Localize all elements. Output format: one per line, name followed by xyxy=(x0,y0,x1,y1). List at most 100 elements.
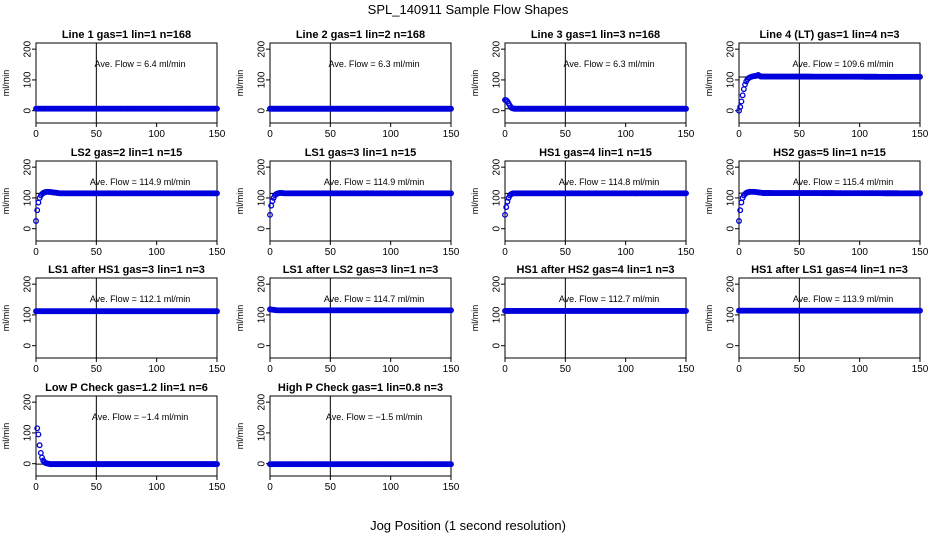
x-tick-label: 0 xyxy=(33,247,39,258)
panel-13: Low P Check gas=1.2 lin=1 n=6 0 50 100 150 0 1… xyxy=(1,382,226,493)
x-tick-label: 100 xyxy=(851,129,868,140)
data-point xyxy=(214,308,220,315)
panel-11: HS1 after HS2 gas=4 lin=1 n=3 0 50 100 150 0 1… xyxy=(470,264,695,375)
y-tick-label: 100 xyxy=(257,424,268,441)
data-points xyxy=(33,105,220,112)
x-tick-label: 100 xyxy=(148,247,165,258)
x-tick-label: 50 xyxy=(794,364,806,375)
panel-2: Line 2 gas=1 lin=2 n=168 0 50 100 150 0 100 200… xyxy=(235,29,460,140)
y-tick-label: 0 xyxy=(257,107,268,113)
x-tick-label: 50 xyxy=(560,247,572,258)
y-axis-label: ml/min xyxy=(1,70,11,97)
data-point xyxy=(34,425,41,432)
data-point xyxy=(214,105,220,112)
data-point xyxy=(33,218,39,224)
data-points xyxy=(267,461,454,468)
y-tick-label: 0 xyxy=(257,342,268,348)
x-tick-label: 0 xyxy=(502,129,508,140)
panel-title: LS2 gas=2 lin=1 n=15 xyxy=(71,147,183,159)
x-tick-label: 150 xyxy=(443,129,460,140)
panel-12: HS1 after LS1 gas=4 lin=1 n=3 0 50 100 150 0 1… xyxy=(704,264,929,375)
data-point xyxy=(737,207,744,214)
y-tick-label: 100 xyxy=(492,71,503,88)
y-tick-label: 200 xyxy=(23,40,34,57)
x-tick-label: 0 xyxy=(736,129,742,140)
x-tick-label: 0 xyxy=(502,364,508,375)
panel-9: LS1 after HS1 gas=3 lin=1 n=3 0 50 100 150 0 1… xyxy=(1,264,226,375)
x-tick-label: 100 xyxy=(617,364,634,375)
y-tick-label: 100 xyxy=(23,424,34,441)
data-point xyxy=(738,199,745,206)
panel-frame xyxy=(504,160,687,242)
y-tick-label: 0 xyxy=(726,107,737,113)
y-axis-label: ml/min xyxy=(235,70,245,97)
x-tick-label: 50 xyxy=(325,247,337,258)
panel-frame xyxy=(504,42,687,124)
y-tick-label: 100 xyxy=(257,189,268,206)
data-point xyxy=(742,81,748,88)
x-tick-label: 0 xyxy=(736,247,742,258)
y-tick-label: 100 xyxy=(257,306,268,323)
panel-title: HS1 gas=4 lin=1 n=15 xyxy=(539,147,652,159)
panel-frame xyxy=(35,42,218,124)
data-point xyxy=(736,218,742,224)
x-tick-label: 0 xyxy=(267,364,273,375)
x-tick-label: 150 xyxy=(209,482,226,493)
x-tick-label: 150 xyxy=(678,364,695,375)
panel-frame xyxy=(269,42,452,124)
x-tick-label: 50 xyxy=(560,364,572,375)
average-flow-annotation: Ave. Flow = −1.4 ml/min xyxy=(92,412,188,422)
y-axis-label: ml/min xyxy=(235,423,245,450)
y-tick-label: 200 xyxy=(257,158,268,175)
x-tick-label: 150 xyxy=(209,364,226,375)
data-point xyxy=(917,73,923,80)
x-tick-label: 150 xyxy=(678,247,695,258)
panel-title: LS1 after LS2 gas=3 lin=1 n=3 xyxy=(283,264,439,276)
x-tick-label: 100 xyxy=(617,247,634,258)
y-axis-label: ml/min xyxy=(235,305,245,332)
panel-frame xyxy=(269,395,452,477)
data-point xyxy=(35,199,42,206)
average-flow-annotation: Ave. Flow = 115.4 ml/min xyxy=(793,177,893,187)
y-tick-label: 0 xyxy=(23,342,34,348)
y-tick-label: 0 xyxy=(257,225,268,231)
x-tick-label: 150 xyxy=(912,247,929,258)
panel-frame xyxy=(504,277,687,359)
average-flow-annotation: Ave. Flow = 6.3 ml/min xyxy=(329,59,420,69)
panel-frame xyxy=(738,277,921,359)
panel-frame xyxy=(738,160,921,242)
panel-5: LS2 gas=2 lin=1 n=15 0 50 100 150 0 100 200 ml/m… xyxy=(1,147,226,258)
y-axis-label: ml/min xyxy=(1,423,11,450)
x-tick-label: 0 xyxy=(267,129,273,140)
data-points xyxy=(267,306,454,314)
panel-title: Line 3 gas=1 lin=3 n=168 xyxy=(531,29,660,41)
y-tick-label: 200 xyxy=(257,40,268,57)
figure-title: SPL_140911 Sample Flow Shapes xyxy=(367,2,569,17)
panel-10: LS1 after LS2 gas=3 lin=1 n=3 0 50 100 150 0 1… xyxy=(235,264,460,375)
x-tick-label: 150 xyxy=(912,129,929,140)
panel-frame xyxy=(269,160,452,242)
panel-title: Low P Check gas=1.2 lin=1 n=6 xyxy=(45,382,208,394)
x-tick-label: 100 xyxy=(382,482,399,493)
x-tick-label: 150 xyxy=(443,364,460,375)
panel-title: HS1 after LS1 gas=4 lin=1 n=3 xyxy=(751,264,908,276)
x-tick-label: 150 xyxy=(209,129,226,140)
y-tick-label: 200 xyxy=(23,275,34,292)
panel-frame xyxy=(35,160,218,242)
data-point xyxy=(448,105,454,112)
panel-title: LS1 after HS1 gas=3 lin=1 n=3 xyxy=(48,264,205,276)
y-tick-label: 0 xyxy=(492,107,503,113)
y-tick-label: 200 xyxy=(257,393,268,410)
data-point xyxy=(448,307,454,314)
data-point xyxy=(34,207,41,214)
data-point xyxy=(502,211,508,218)
x-tick-label: 0 xyxy=(267,247,273,258)
data-points xyxy=(502,96,689,112)
y-tick-label: 200 xyxy=(23,393,34,410)
data-points xyxy=(736,307,923,314)
average-flow-annotation: Ave. Flow = 114.8 ml/min xyxy=(559,177,659,187)
y-tick-label: 100 xyxy=(23,306,34,323)
y-tick-label: 200 xyxy=(257,275,268,292)
x-tick-label: 100 xyxy=(617,129,634,140)
